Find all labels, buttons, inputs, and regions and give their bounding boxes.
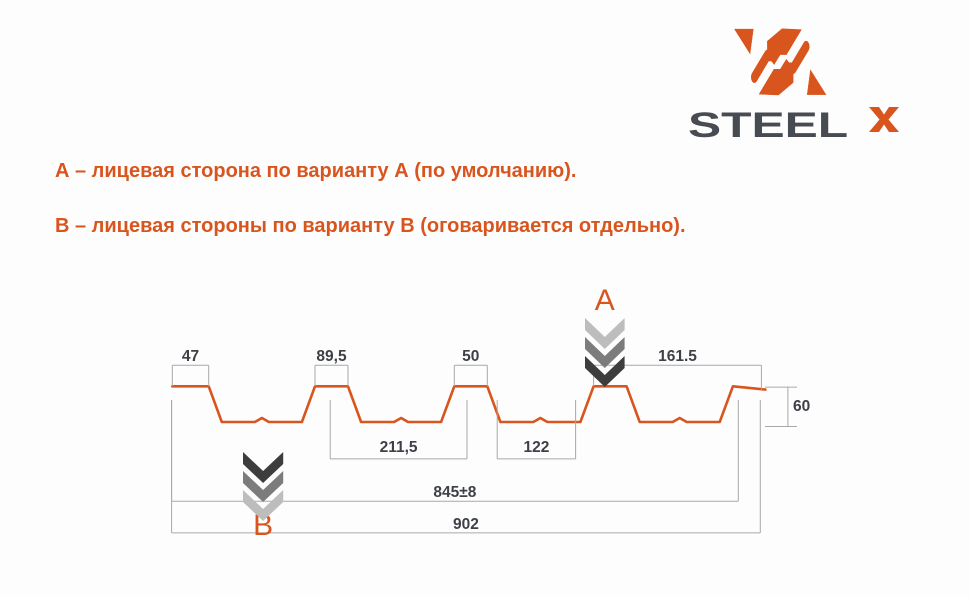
svg-text:89,5: 89,5 (316, 348, 347, 365)
svg-text:211,5: 211,5 (380, 439, 418, 456)
svg-text:902: 902 (453, 516, 479, 533)
svg-text:50: 50 (462, 348, 479, 365)
svg-text:845±8: 845±8 (433, 484, 476, 501)
svg-text:161.5: 161.5 (658, 348, 697, 365)
svg-text:47: 47 (182, 348, 199, 365)
svg-text:60: 60 (793, 398, 810, 415)
svg-text:A: A (595, 284, 615, 317)
svg-text:122: 122 (523, 439, 549, 456)
